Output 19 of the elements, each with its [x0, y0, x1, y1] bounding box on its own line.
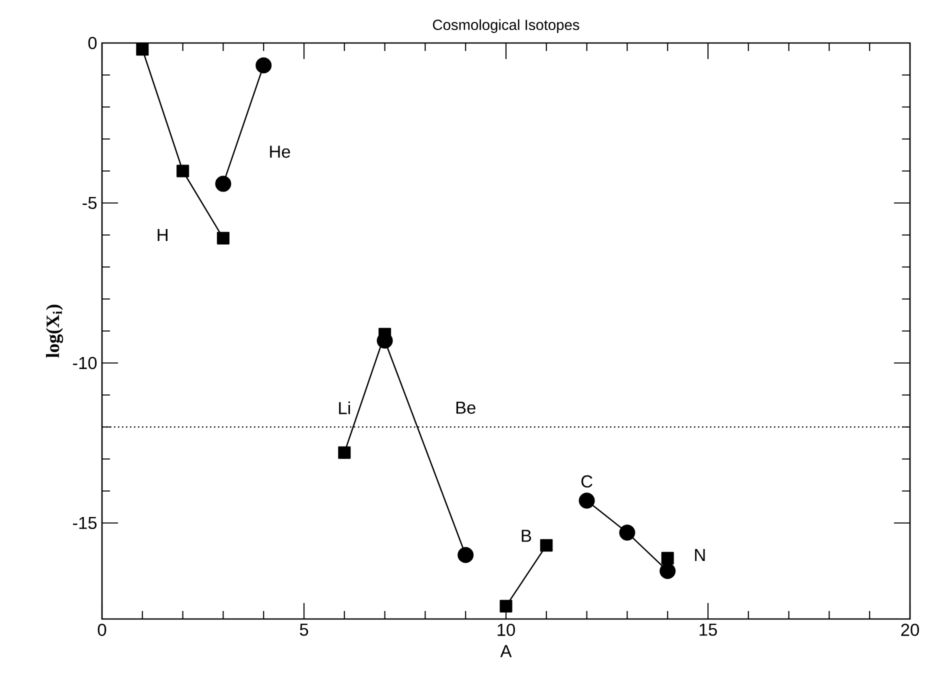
- x-axis-title: A: [500, 645, 512, 658]
- x-tick-label: 0: [98, 624, 106, 636]
- series-label: N: [695, 549, 705, 561]
- series-label: Li: [339, 402, 350, 414]
- series-label: He: [270, 146, 290, 158]
- text: Be: [456, 402, 476, 414]
- x-tick-label: 10: [498, 624, 515, 636]
- y-axis-title: log(X$_{i}$): [46, 304, 64, 358]
- y-tick-label: -10: [73, 356, 97, 370]
- text: H: [158, 229, 168, 241]
- x-tick-label: 15: [700, 624, 717, 636]
- y-tick-label: -15: [73, 516, 97, 530]
- series-label: B: [522, 530, 532, 542]
- x-tick-label: 5: [300, 624, 308, 636]
- y-tick-label: 0: [88, 36, 97, 50]
- y-tick-label: -5: [82, 196, 97, 210]
- chart-title: Cosmological Isotopes: [432, 19, 580, 33]
- series-label: C: [581, 475, 592, 488]
- x-tick-label: 20: [901, 624, 919, 636]
